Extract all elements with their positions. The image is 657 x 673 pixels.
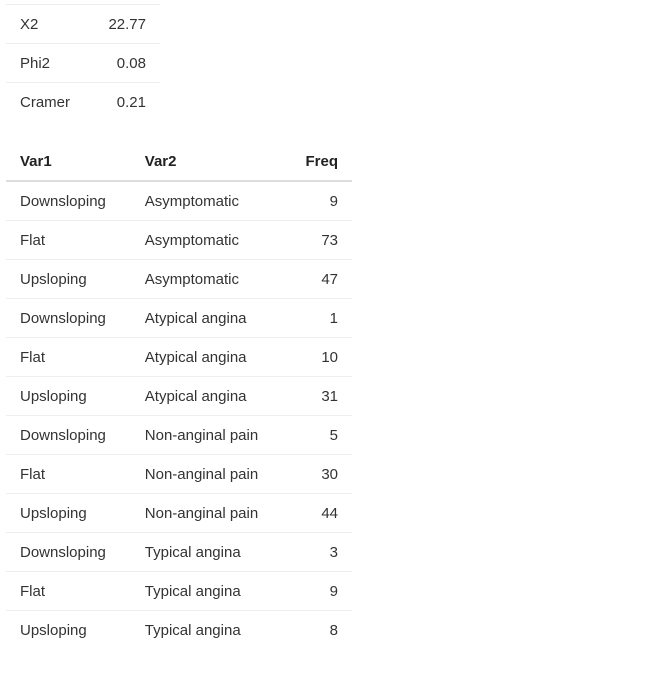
cell-var2: Typical angina — [130, 571, 286, 611]
cell-var2: Non-anginal pain — [130, 493, 286, 533]
column-header-var2: Var2 — [130, 143, 286, 182]
table-row: Flat Typical angina 9 — [6, 571, 352, 611]
stat-value: 0.08 — [89, 43, 160, 83]
stat-value: 22.77 — [89, 4, 160, 44]
stat-label: Cramer — [6, 82, 90, 121]
table-row: Cramer 0.21 — [6, 82, 160, 121]
stats-table: X2 22.77 Phi2 0.08 Cramer 0.21 — [6, 4, 160, 121]
table-row: Downsloping Non-anginal pain 5 — [6, 415, 352, 455]
cell-var1: Upsloping — [6, 610, 131, 649]
table-row: Downsloping Typical angina 3 — [6, 532, 352, 572]
cell-var1: Upsloping — [6, 376, 131, 416]
table-row: Upsloping Asymptomatic 47 — [6, 259, 352, 299]
table-row: Flat Asymptomatic 73 — [6, 220, 352, 260]
cell-freq: 1 — [285, 298, 352, 338]
table-row: Upsloping Typical angina 8 — [6, 610, 352, 649]
cell-freq: 3 — [285, 532, 352, 572]
table-header-row: Var1 Var2 Freq — [6, 143, 352, 182]
stat-value: 0.21 — [89, 82, 160, 121]
cell-var2: Non-anginal pain — [130, 454, 286, 494]
stat-label: Phi2 — [6, 43, 90, 83]
table-row: X2 22.77 — [6, 4, 160, 44]
cell-var2: Asymptomatic — [144, 192, 239, 210]
column-header-freq: Freq — [285, 143, 352, 182]
cell-var1: Downsloping — [20, 192, 106, 210]
table-row: Upsloping Non-anginal pain 44 — [6, 493, 352, 533]
cell-freq: 9 — [329, 192, 338, 210]
cell-freq: 10 — [285, 337, 352, 377]
table-row: Downsloping Atypical angina 1 — [6, 298, 352, 338]
cell-freq: 5 — [285, 415, 352, 455]
cell-var2: Typical angina — [130, 532, 286, 572]
cell-freq: 47 — [285, 259, 352, 299]
cell-freq: 30 — [285, 454, 352, 494]
frequency-table: Var1 Var2 Freq Downsloping Asymptomatic … — [6, 143, 352, 649]
cell-var1: Upsloping — [6, 493, 131, 533]
cell-var2: Atypical angina — [130, 298, 286, 338]
cell-var1: Flat — [6, 454, 131, 494]
table-row: Phi2 0.08 — [6, 43, 160, 83]
cell-freq: 31 — [285, 376, 352, 416]
stat-label: X2 — [6, 4, 90, 44]
table-row: Flat Atypical angina 10 — [6, 337, 352, 377]
column-header-var1: Var1 — [6, 143, 131, 182]
cell-var2: Atypical angina — [130, 337, 286, 377]
cell-var2: Atypical angina — [130, 376, 286, 416]
cell-var2: Typical angina — [130, 610, 286, 649]
cell-var1: Downsloping — [6, 298, 131, 338]
cell-var2: Asymptomatic — [130, 220, 286, 260]
cell-freq: 73 — [285, 220, 352, 260]
cell-var2: Asymptomatic — [130, 259, 286, 299]
table-row: Flat Non-anginal pain 30 — [6, 454, 352, 494]
cell-freq: 44 — [285, 493, 352, 533]
cell-var1: Flat — [6, 220, 131, 260]
cell-var1: Flat — [6, 337, 131, 377]
cell-freq: 8 — [285, 610, 352, 649]
cell-var1: Upsloping — [6, 259, 131, 299]
cell-freq: 9 — [285, 571, 352, 611]
table-row: Upsloping Atypical angina 31 — [6, 376, 352, 416]
cell-var1: Downsloping — [6, 415, 131, 455]
cell-var2: Non-anginal pain — [130, 415, 286, 455]
cell-var1: Flat — [6, 571, 131, 611]
table-row: Downsloping Asymptomatic 9 — [6, 181, 352, 221]
cell-var1: Downsloping — [6, 532, 131, 572]
